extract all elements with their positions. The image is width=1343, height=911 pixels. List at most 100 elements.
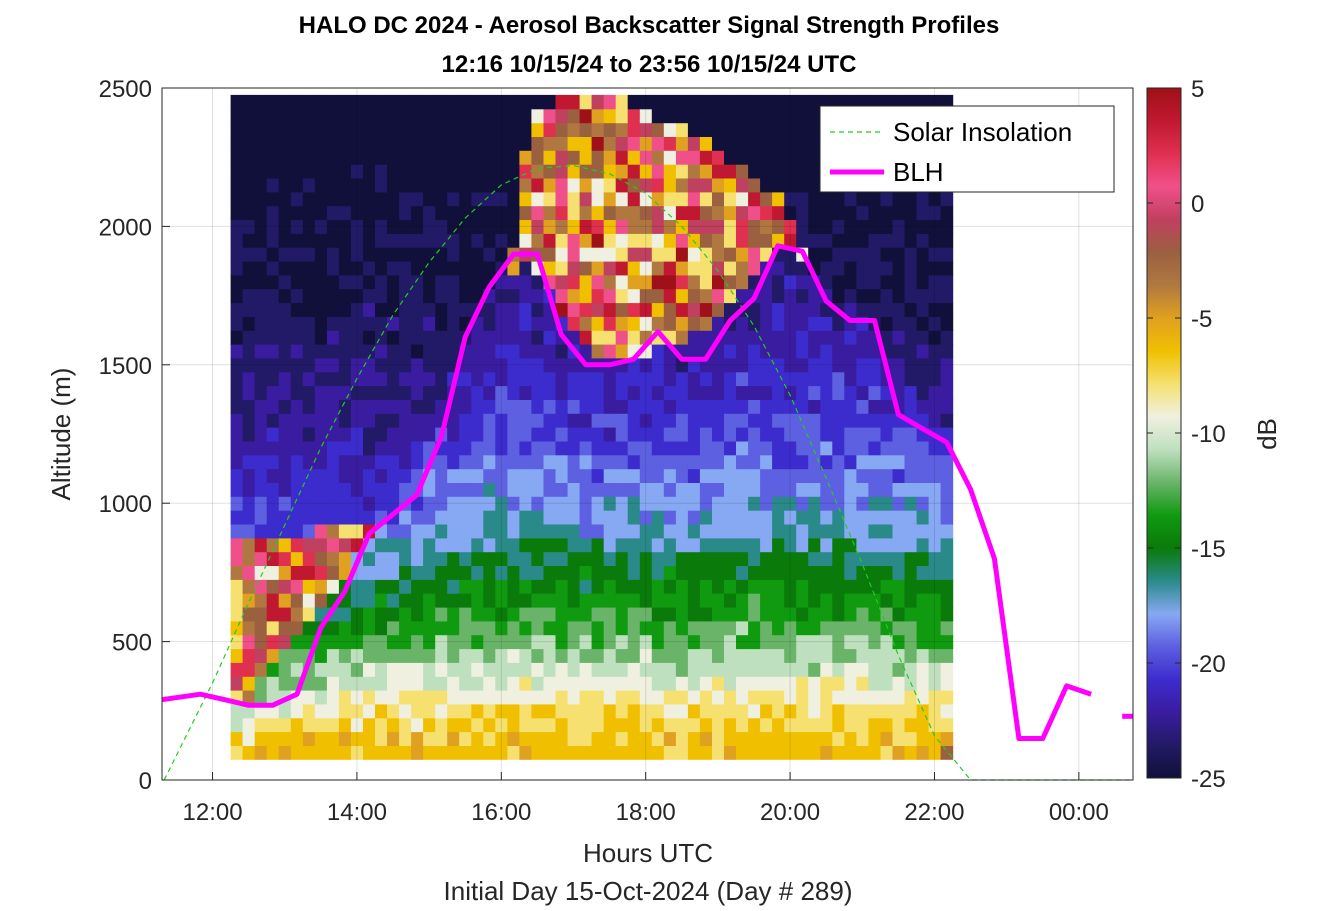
heatmap-cell — [447, 690, 460, 705]
heatmap-cell — [940, 537, 954, 553]
heatmap-cell — [507, 440, 520, 456]
heatmap-cell — [603, 468, 617, 483]
heatmap-cell — [338, 662, 352, 677]
heatmap-cell — [687, 122, 701, 137]
heatmap-cell — [892, 676, 906, 691]
heatmap-cell — [278, 274, 292, 290]
heatmap-cell — [483, 593, 496, 608]
heatmap-cell — [760, 648, 773, 663]
heatmap-cell — [663, 205, 677, 220]
y-tick-label: 2000 — [99, 214, 152, 241]
heatmap-cell — [760, 288, 773, 304]
heatmap-cell — [266, 454, 280, 470]
heatmap-cell — [615, 496, 629, 511]
heatmap-cell — [603, 593, 617, 608]
heatmap-cell — [724, 94, 737, 110]
heatmap-cell — [531, 413, 544, 428]
heatmap-cell — [254, 565, 268, 580]
heatmap-cell — [423, 413, 436, 428]
heatmap-cell — [687, 413, 701, 428]
heatmap-cell — [447, 524, 460, 539]
heatmap-cell — [712, 288, 725, 304]
heatmap-cell — [507, 537, 520, 553]
heatmap-cell — [796, 607, 809, 622]
heatmap-cell — [591, 94, 605, 110]
heatmap-cell — [543, 468, 557, 483]
heatmap-cell — [699, 482, 713, 497]
heatmap-cell — [639, 496, 653, 511]
heatmap-cell — [663, 703, 677, 719]
heatmap-cell — [856, 274, 869, 290]
heatmap-cell — [278, 385, 292, 400]
heatmap-cell — [687, 330, 701, 345]
heatmap-cell — [760, 690, 773, 705]
heatmap-cell — [411, 703, 424, 719]
heatmap-cell — [375, 94, 388, 110]
heatmap-cell — [507, 164, 520, 179]
heatmap-cell — [591, 413, 605, 428]
heatmap-cell — [567, 593, 581, 608]
heatmap-cell — [350, 745, 364, 760]
heatmap-cell — [302, 94, 316, 110]
heatmap-cell — [916, 316, 930, 331]
heatmap-cell — [254, 191, 268, 207]
heatmap-cell — [555, 150, 569, 165]
heatmap-cell — [844, 191, 857, 207]
heatmap-cell — [459, 178, 472, 193]
heatmap-cell — [579, 413, 593, 428]
heatmap-cell — [687, 551, 701, 566]
heatmap-cell — [724, 510, 737, 525]
heatmap-cell — [326, 413, 340, 428]
heatmap-cell — [904, 316, 918, 331]
heatmap-cell — [423, 136, 436, 151]
heatmap-cell — [844, 233, 857, 248]
heatmap-cell — [663, 122, 677, 137]
heatmap-cell — [651, 690, 665, 705]
heatmap-cell — [772, 136, 785, 151]
heatmap-cell — [868, 261, 881, 276]
heatmap-cell — [350, 122, 364, 137]
heatmap-cell — [772, 620, 785, 636]
heatmap-cell — [784, 731, 797, 746]
heatmap-cell — [892, 454, 906, 470]
heatmap-cell — [856, 468, 869, 483]
heatmap-cell — [627, 191, 641, 207]
heatmap-cell — [820, 745, 833, 760]
heatmap-cell — [808, 634, 821, 650]
heatmap-cell — [748, 94, 761, 110]
heatmap-cell — [904, 191, 918, 207]
heatmap-cell — [483, 703, 496, 719]
heatmap-cell — [278, 316, 292, 331]
heatmap-cell — [399, 205, 412, 220]
heatmap-cell — [531, 122, 544, 137]
heatmap-cell — [290, 413, 304, 428]
heatmap-cell — [940, 468, 954, 483]
heatmap-cell — [543, 191, 557, 207]
heatmap-cell — [302, 385, 316, 400]
heatmap-cell — [531, 371, 544, 387]
x-tick-label: 16:00 — [471, 799, 531, 826]
heatmap-cell — [615, 745, 629, 760]
heatmap-cell — [387, 440, 400, 456]
heatmap-cell — [399, 413, 412, 428]
heatmap-cell — [459, 579, 472, 594]
heatmap-cell — [531, 607, 544, 622]
heatmap-cell — [832, 662, 845, 677]
heatmap-cell — [820, 247, 833, 262]
heatmap-cell — [230, 440, 244, 456]
heatmap-cell — [254, 399, 268, 414]
heatmap-cell — [302, 440, 316, 456]
heatmap-cell — [856, 745, 869, 760]
heatmap-cell — [471, 122, 484, 137]
heatmap-cell — [363, 261, 376, 276]
heatmap-cell — [519, 524, 532, 539]
heatmap-cell — [411, 219, 424, 234]
heatmap-cell — [266, 440, 280, 456]
heatmap-cell — [615, 205, 629, 220]
heatmap-cell — [748, 593, 761, 608]
heatmap-cell — [772, 690, 785, 705]
heatmap-cell — [940, 496, 954, 511]
heatmap-cell — [712, 164, 725, 179]
heatmap-cell — [772, 524, 785, 539]
heatmap-cell — [904, 620, 918, 636]
